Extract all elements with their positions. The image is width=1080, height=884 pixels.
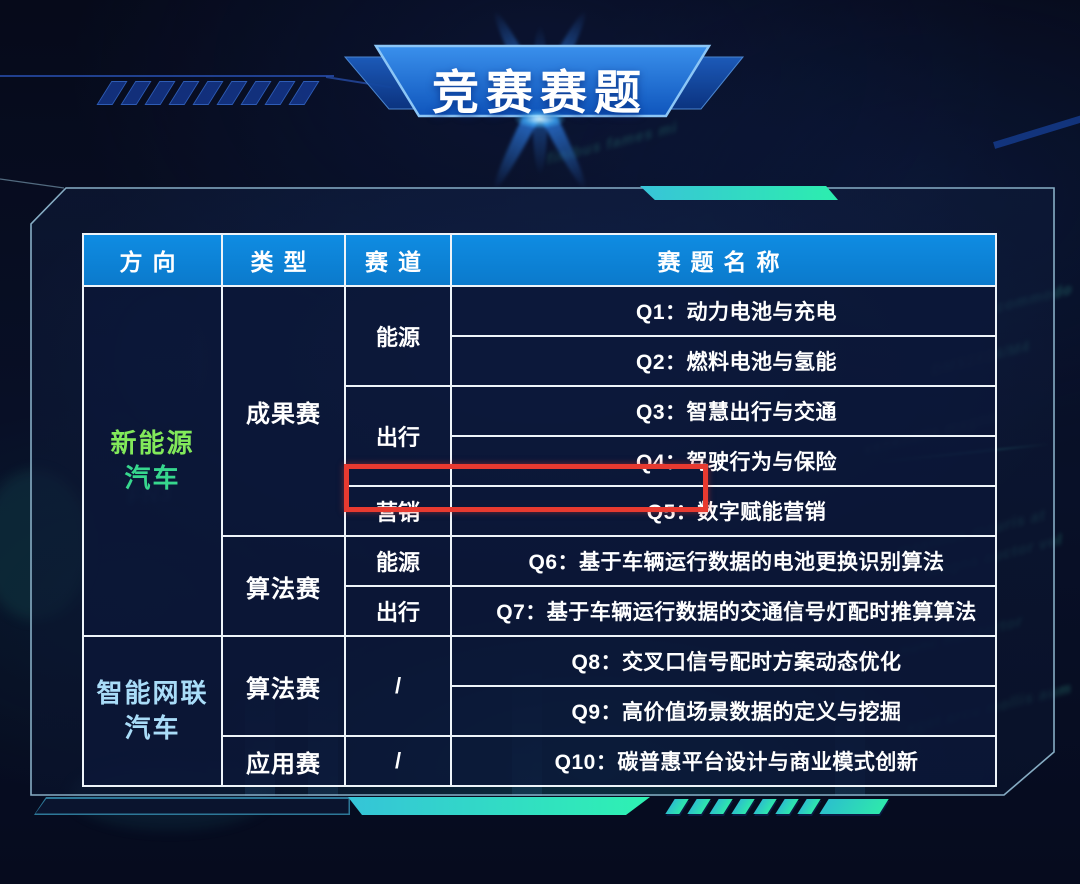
highlight-box-q5 (344, 464, 708, 512)
direction-nev-line2: 汽车 (124, 463, 181, 493)
cell-topic-q2: Q2：燃料电池与氢能 (450, 335, 997, 387)
table-row: 算法赛 能源 Q6：基于车辆运行数据的电池更换识别算法 (83, 535, 997, 637)
cell-type-suanfasai-1: 算法赛 (221, 535, 346, 637)
table-row: Q2：燃料电池与氢能 (83, 335, 997, 387)
header-track: 赛道 (344, 233, 452, 287)
cell-topic-q1: Q1：动力电池与充电 (450, 285, 997, 337)
table-row: 应用赛 / Q10：碳普惠平台设计与商业模式创新 (83, 735, 997, 787)
cell-topic-q10: Q10：碳普惠平台设计与商业模式创新 (450, 735, 997, 787)
cell-topic-q9: Q9：高价值场景数据的定义与挖掘 (450, 685, 997, 737)
cell-topic-q3: Q3：智慧出行与交通 (450, 385, 997, 437)
header-direction: 方向 (82, 233, 223, 287)
page-title: 竞赛赛题 (432, 66, 648, 119)
cell-track-slash-2: / (344, 735, 452, 787)
cell-track-nengyuan-2: 能源 (344, 535, 452, 587)
table-header-row: 方向 类型 赛道 赛题名称 (82, 233, 997, 287)
direction-icv-line2: 汽车 (124, 713, 181, 743)
header-type: 类型 (221, 233, 346, 287)
cell-type-chengguosai: 成果赛 (221, 285, 346, 537)
table-row: 新能源 汽车 成果赛 能源 Q1：动力电池与充电 (82, 285, 997, 637)
table-row: Q9：高价值场景数据的定义与挖掘 (83, 685, 997, 737)
bottom-bar-teal (348, 797, 650, 815)
cell-topic-q8: Q8：交叉口信号配时方案动态优化 (450, 635, 997, 687)
table-row: Q4：驾驶行为与保险 (83, 435, 997, 487)
cell-track-slash-1: / (344, 635, 452, 737)
deco-line (0, 75, 334, 77)
cell-topic-q6: Q6：基于车辆运行数据的电池更换识别算法 (450, 535, 997, 587)
header-topic-name: 赛题名称 (450, 233, 997, 287)
direction-icv-line1: 智能网联 (96, 677, 209, 708)
teal-accent-strip (640, 186, 838, 200)
bottom-bar-dark (34, 797, 350, 815)
cell-direction-icv: 智能网联 汽车 (82, 635, 223, 787)
table-row: 出行 Q3：智慧出行与交通 (83, 385, 997, 487)
table-row: 出行 Q7：基于车辆运行数据的交通信号灯配时推算算法 (83, 585, 997, 637)
table-row: 智能网联 汽车 算法赛 / Q8：交叉口信号配时方案动态优化 (82, 635, 997, 787)
cell-type-suanfasai-2: 算法赛 (221, 635, 346, 737)
cell-type-yingyongsai: 应用赛 (221, 735, 346, 787)
cell-topic-q4: Q4：驾驶行为与保险 (450, 435, 997, 487)
cell-track-chuxing-2: 出行 (344, 585, 452, 637)
cell-direction-nev: 新能源 汽车 (82, 285, 223, 637)
topics-table: 方向 类型 赛道 赛题名称 新能源 汽车 成果赛 能源 Q1：动力电池与充电 Q… (82, 233, 997, 787)
direction-nev-line1: 新能源 (110, 427, 195, 458)
cell-topic-q7: Q7：基于车辆运行数据的交通信号灯配时推算算法 (450, 585, 997, 637)
cell-track-chuxing-1: 出行 (344, 385, 452, 487)
cell-track-nengyuan-1: 能源 (344, 285, 452, 387)
